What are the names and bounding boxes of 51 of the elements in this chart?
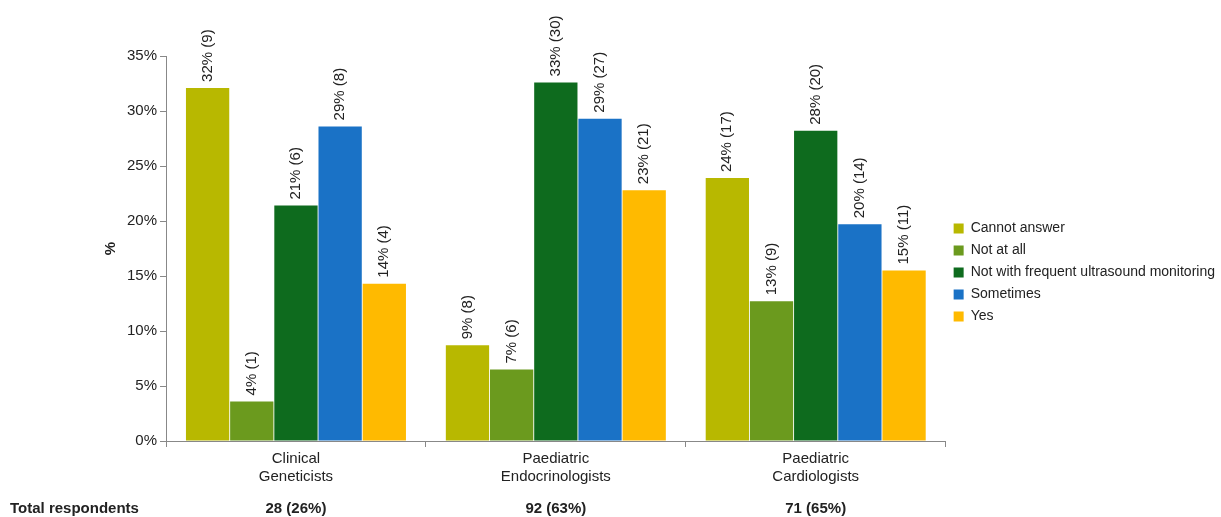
data-label: 20% (14) (850, 157, 868, 219)
y-tick-label: 10% (126, 321, 158, 339)
bar (749, 301, 794, 441)
y-tick-label: 35% (126, 46, 158, 64)
bar (185, 87, 230, 441)
data-label: 29% (27) (590, 51, 608, 113)
legend-label: Yes (970, 307, 994, 324)
bar (578, 118, 622, 441)
legend-label: Not at all (970, 241, 1026, 258)
bar (705, 178, 749, 441)
bar (362, 283, 406, 441)
legend-label: Cannot answer (970, 219, 1066, 236)
bar (445, 345, 490, 441)
y-tick-label: 5% (135, 376, 158, 394)
bar (882, 270, 926, 441)
legend-label: Sometimes (970, 285, 1041, 302)
bar (838, 224, 882, 441)
data-label: 32% (9) (197, 29, 215, 82)
text: 28 (26%) (265, 499, 327, 516)
x-tick-label: Paediatric Endocrinologists (500, 449, 611, 485)
text: 92 (63%) (525, 499, 587, 516)
data-label: 24% (17) (717, 111, 735, 173)
data-label: 21% (6) (286, 147, 304, 200)
y-tick-label: 30% (126, 101, 158, 119)
bar (490, 369, 534, 441)
data-label: 29% (8) (330, 67, 348, 121)
text: 71 (65%) (785, 499, 847, 516)
data-label: 7% (6) (501, 319, 519, 364)
data-label: 28% (20) (805, 63, 823, 125)
y-tick-label: 25% (126, 156, 158, 174)
data-label: 33% (30) (545, 15, 563, 77)
bar (230, 401, 274, 441)
x-tick-label: Clinical Geneticists (258, 449, 334, 485)
bar (318, 126, 362, 441)
bar (534, 82, 578, 441)
y-tick-label: 0% (135, 431, 158, 449)
data-label: 15% (11) (894, 204, 912, 265)
data-label: 4% (1) (241, 351, 259, 396)
legend-label: Not with frequent ultrasound monitoring (970, 263, 1215, 280)
bar (622, 190, 666, 441)
y-axis-title: % (101, 241, 119, 256)
data-label: 23% (21) (634, 123, 652, 185)
text: Total respondents (10, 499, 139, 516)
bar (794, 130, 838, 441)
data-label: 14% (4) (374, 225, 392, 278)
bar (274, 205, 318, 441)
y-tick-label: 20% (126, 211, 158, 229)
x-tick-label: Paediatric Cardiologists (772, 449, 860, 485)
y-tick-label: 15% (126, 266, 158, 284)
data-label: 9% (8) (457, 295, 475, 340)
data-label: 13% (9) (761, 242, 779, 296)
